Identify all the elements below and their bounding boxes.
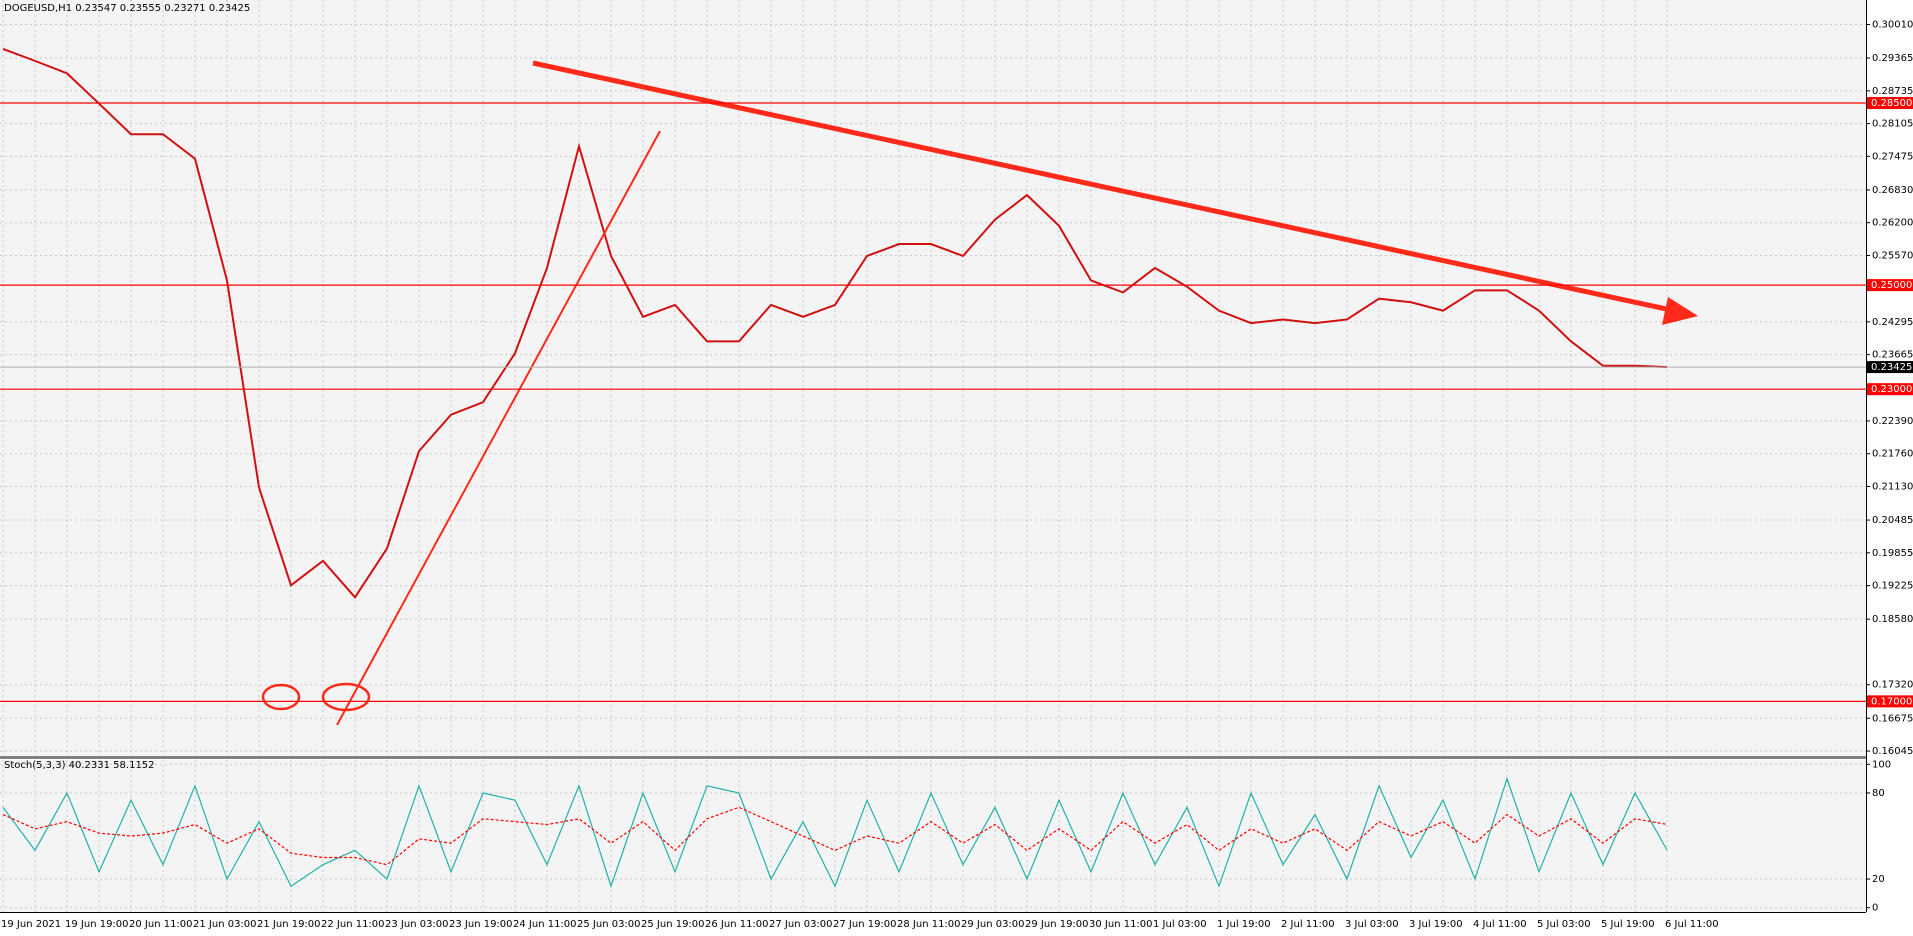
bottom-marker bbox=[261, 683, 301, 711]
level-tag bbox=[1867, 695, 1913, 708]
level-label: 0.25000 bbox=[1871, 280, 1912, 291]
y-tick-label: 0.26200 bbox=[1872, 218, 1913, 229]
y-tick-label: 0.28105 bbox=[1872, 119, 1913, 130]
x-tick-label: 19 Jun 19:00 bbox=[65, 919, 129, 930]
x-tick-label: 3 Jul 03:00 bbox=[1345, 919, 1399, 930]
x-tick-label: 3 Jul 19:00 bbox=[1409, 919, 1463, 930]
x-tick-label: 28 Jun 11:00 bbox=[897, 919, 961, 930]
x-tick-label: 20 Jun 11:00 bbox=[129, 919, 193, 930]
y-tick-label: 0.29365 bbox=[1872, 53, 1913, 64]
y-tick-label: 0.22390 bbox=[1872, 416, 1913, 427]
y-tick-label: 0 bbox=[1872, 903, 1878, 914]
y-tick-label: 0.27475 bbox=[1872, 151, 1913, 162]
y-tick-label: 0.19225 bbox=[1872, 581, 1913, 592]
x-tick-label: 26 Jun 11:00 bbox=[705, 919, 769, 930]
resistance-trendline bbox=[532, 60, 1681, 315]
level-label: 0.23000 bbox=[1871, 384, 1912, 395]
x-tick-label: 23 Jun 19:00 bbox=[449, 919, 513, 930]
y-tick-label: 0.24295 bbox=[1872, 317, 1913, 328]
chart-title: DOGEUSD,H1 0.23547 0.23555 0.23271 0.234… bbox=[4, 3, 250, 14]
y-tick-label: 0.16675 bbox=[1872, 713, 1913, 724]
current-price-label: 0.23425 bbox=[1871, 362, 1912, 373]
stoch-line bbox=[2, 776, 1668, 889]
x-tick-label: 6 Jul 11:00 bbox=[1665, 919, 1719, 930]
current-price-tag bbox=[1867, 361, 1913, 374]
y-tick-label: 0.17320 bbox=[1872, 680, 1913, 691]
y-tick-label: 0.21130 bbox=[1872, 481, 1913, 492]
x-tick-label: 27 Jun 19:00 bbox=[833, 919, 897, 930]
y-tick-label: 20 bbox=[1872, 874, 1885, 885]
x-tick-label: 5 Jul 03:00 bbox=[1537, 919, 1591, 930]
y-tick-label: 0.16045 bbox=[1872, 746, 1913, 757]
level-label: 0.17000 bbox=[1871, 696, 1912, 707]
y-tick-label: 0.20485 bbox=[1872, 515, 1913, 526]
x-tick-label: 25 Jun 03:00 bbox=[577, 919, 641, 930]
x-tick-label: 5 Jul 19:00 bbox=[1601, 919, 1655, 930]
x-tick-label: 1 Jul 03:00 bbox=[1153, 919, 1207, 930]
y-tick-label: 0.30010 bbox=[1872, 19, 1913, 30]
y-tick-label: 0.25570 bbox=[1872, 250, 1913, 261]
x-tick-label: 4 Jul 11:00 bbox=[1473, 919, 1527, 930]
x-tick-label: 21 Jun 03:00 bbox=[193, 919, 257, 930]
bottom-marker bbox=[321, 682, 371, 712]
x-tick-label: 19 Jun 2021 bbox=[1, 919, 61, 930]
stoch-title: Stoch(5,3,3) 40.2331 58.1152 bbox=[4, 760, 155, 771]
y-tick-label: 0.21760 bbox=[1872, 449, 1913, 460]
trend-arrow bbox=[1662, 297, 1698, 325]
y-tick-label: 0.23665 bbox=[1872, 350, 1913, 361]
y-tick-label: 80 bbox=[1872, 788, 1885, 799]
main-panel bbox=[0, 0, 1866, 756]
x-tick-label: 29 Jun 03:00 bbox=[961, 919, 1025, 930]
y-tick-label: 0.26830 bbox=[1872, 185, 1913, 196]
y-tick-label: 0.18580 bbox=[1872, 614, 1913, 625]
x-tick-label: 21 Jun 19:00 bbox=[257, 919, 321, 930]
y-tick-label: 0.28735 bbox=[1872, 86, 1913, 97]
level-tag bbox=[1867, 279, 1913, 292]
x-tick-label: 30 Jun 11:00 bbox=[1089, 919, 1153, 930]
x-tick-label: 24 Jun 11:00 bbox=[513, 919, 577, 930]
level-tag bbox=[1867, 97, 1913, 110]
y-tick-label: 100 bbox=[1872, 759, 1891, 770]
x-tick-label: 25 Jun 19:00 bbox=[641, 919, 705, 930]
x-tick-label: 1 Jul 19:00 bbox=[1217, 919, 1271, 930]
x-tick-label: 2 Jul 11:00 bbox=[1281, 919, 1335, 930]
x-tick-label: 27 Jun 03:00 bbox=[769, 919, 833, 930]
stoch-line bbox=[2, 806, 1668, 866]
stoch-panel bbox=[0, 760, 1866, 912]
y-tick-label: 0.19855 bbox=[1872, 548, 1913, 559]
level-label: 0.28500 bbox=[1871, 98, 1912, 109]
support-trendline bbox=[336, 130, 661, 726]
price-line bbox=[2, 47, 1668, 599]
x-tick-label: 29 Jun 19:00 bbox=[1025, 919, 1089, 930]
x-tick-label: 23 Jun 03:00 bbox=[385, 919, 449, 930]
marks bbox=[0, 0, 1866, 912]
level-tag bbox=[1867, 383, 1913, 396]
x-tick-label: 22 Jun 11:00 bbox=[321, 919, 385, 930]
